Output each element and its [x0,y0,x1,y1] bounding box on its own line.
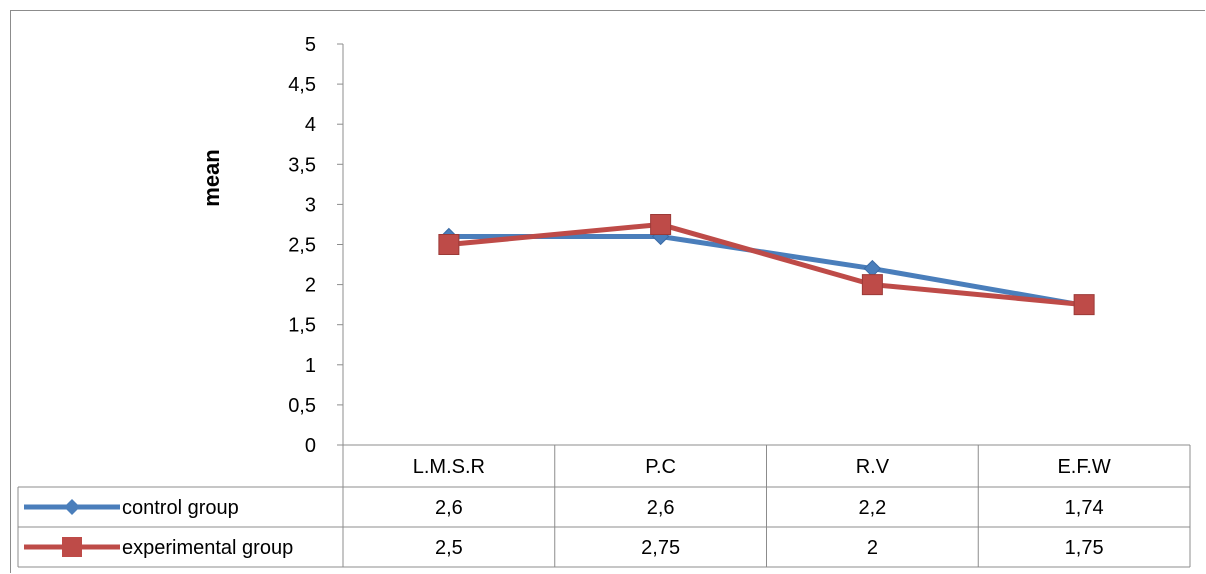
y-tick-label: 0 [305,435,316,457]
series-line-1 [448,221,1085,308]
data-label: 2,2 [858,497,886,519]
y-tick-label: 3 [305,194,316,216]
y-tick-label: 4 [305,114,316,136]
data-label: 1,74 [1065,497,1104,519]
x-category-label: E.F.W [1057,456,1110,478]
x-category-label: P.C [645,456,676,478]
y-tick-label: 0,5 [288,395,316,417]
data-point-1 [861,274,883,296]
y-axis-label: mean [199,149,224,206]
y-tick-label: 1,5 [288,315,316,337]
data-point-1 [438,234,460,255]
legend-entry: control group [122,497,239,519]
legend-key-marker [62,537,82,557]
data-label: 2,6 [435,497,463,519]
y-tick-label: 5 [305,34,316,56]
data-label: 2 [867,537,878,559]
legend-key-marker [64,499,80,515]
series-markers [438,213,1095,316]
y-tick-label: 2,5 [288,235,316,257]
chart-frame [10,10,1205,573]
data-table: L.M.S.R P.C R.V E.F.W control group 2,6 2,6 2,2… [17,444,1191,568]
data-point-1 [650,213,672,235]
data-label: 1,75 [1065,537,1104,559]
data-point-1 [1073,294,1095,316]
x-category-label: R.V [856,456,890,478]
y-tick-label: 1 [305,355,316,377]
y-tick-label: 4,5 [288,74,316,96]
data-label: 2,6 [647,497,675,519]
data-label: 2,75 [641,537,680,559]
axes-layer: 0 0,5 1 1,5 2 2,5 3 3,5 4 4,5 5 [288,34,344,457]
series-lines [448,221,1085,308]
x-category-label: L.M.S.R [413,456,485,478]
y-tick-label: 3,5 [288,154,316,176]
y-tick-label: 2 [305,275,316,297]
legend-entry: experimental group [122,537,293,559]
data-label: 2,5 [435,537,463,559]
